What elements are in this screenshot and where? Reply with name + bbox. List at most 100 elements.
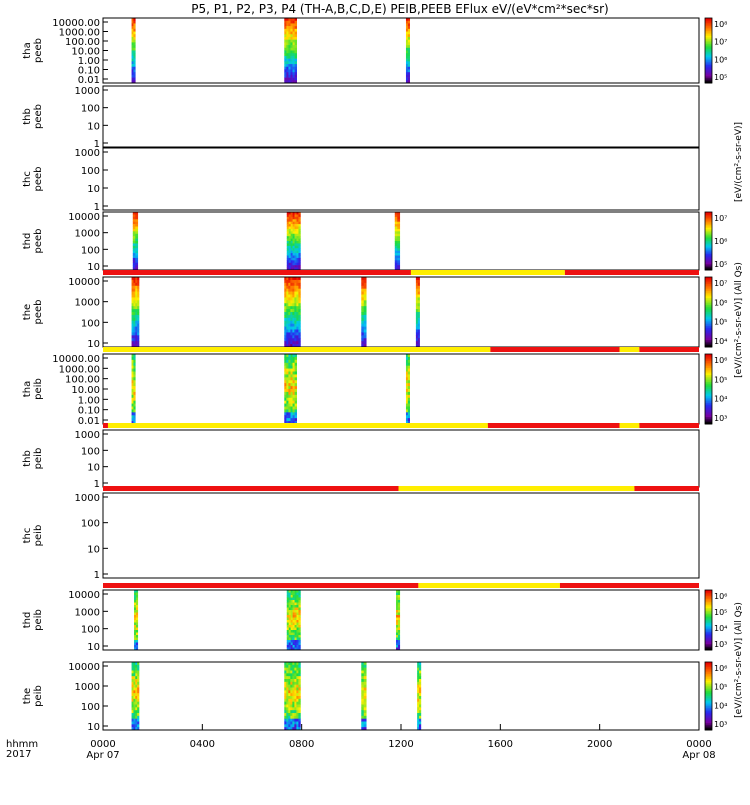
colorbar-step [705, 685, 712, 688]
data-cell [294, 632, 297, 636]
data-cell [133, 409, 136, 413]
data-cell [298, 309, 301, 313]
data-cell [298, 684, 301, 688]
data-cell [363, 326, 367, 330]
data-cell [397, 647, 401, 651]
colorbar-step [705, 404, 712, 407]
data-cell [286, 320, 289, 324]
data-cell [290, 303, 293, 307]
data-cell [288, 724, 291, 728]
data-cell [131, 77, 134, 81]
data-cell [288, 262, 291, 266]
data-cell [286, 400, 289, 404]
data-cell [407, 26, 410, 30]
data-cell [286, 687, 289, 691]
data-cell [284, 724, 287, 728]
data-cell [131, 715, 134, 719]
data-cell [288, 233, 291, 237]
data-cell [286, 303, 289, 307]
data-cell [298, 241, 301, 244]
data-cell [135, 592, 139, 596]
y-tick-label: 100 [81, 625, 100, 636]
data-cell [286, 314, 289, 319]
data-cell [286, 300, 289, 304]
data-cell [292, 630, 295, 633]
x-tick-label-date: Apr 08 [682, 750, 715, 761]
data-cell [135, 724, 138, 728]
data-cell [394, 228, 398, 232]
colorbar-step [705, 233, 712, 236]
data-cell [284, 403, 287, 407]
data-cell [286, 670, 289, 674]
data-cell [294, 718, 297, 722]
data-cell [415, 279, 419, 284]
colorbar-step [705, 65, 712, 68]
data-cell [294, 66, 297, 70]
data-cell [292, 718, 295, 722]
data-cell [417, 300, 420, 304]
data-cell [290, 704, 293, 708]
data-cell [135, 216, 139, 220]
y-tick-label: 1.00 [78, 395, 100, 406]
colorbar-step [705, 620, 712, 622]
data-cell [296, 701, 299, 705]
data-cell [132, 212, 136, 215]
data-cell [292, 34, 295, 38]
colorbar-tick-label: 10⁵ [714, 260, 727, 269]
data-cell [134, 592, 137, 596]
colorbar-step [705, 599, 712, 601]
data-cell [135, 300, 138, 304]
data-cell [290, 721, 293, 725]
data-cell [296, 687, 299, 691]
data-cell [135, 625, 139, 628]
data-cell [292, 727, 295, 731]
data-cell [417, 332, 420, 336]
data-cell [294, 288, 297, 292]
data-cell [137, 320, 140, 324]
data-cell [131, 409, 134, 413]
data-cell [407, 77, 410, 81]
data-cell [419, 704, 422, 708]
data-cell [294, 253, 297, 256]
data-cell [288, 696, 291, 700]
data-cell [284, 409, 287, 413]
data-cell [292, 300, 295, 304]
data-cell [135, 630, 139, 633]
data-cell [407, 45, 410, 49]
data-cell [296, 279, 299, 284]
data-cell [361, 277, 365, 281]
data-cell [405, 66, 409, 70]
data-cell [290, 397, 293, 401]
colorbar-tick-label: 10⁷ [714, 279, 727, 288]
data-cell [417, 282, 420, 287]
colorbar-labels: [eV/(cm²-s-sr-eV)] [eV/(cm²-s-sr-eV)] (A… [734, 122, 744, 718]
data-cell [292, 224, 295, 227]
data-cell [405, 72, 409, 76]
data-cell [133, 53, 136, 57]
data-cell [286, 724, 289, 728]
data-cell [284, 707, 287, 711]
data-cell [405, 61, 409, 65]
data-cell [133, 715, 136, 719]
y-tick-label: 100 [81, 446, 100, 457]
data-block-2 [361, 277, 367, 348]
colorbar-step [705, 239, 712, 242]
data-cell [288, 214, 291, 218]
colorbar-step [705, 600, 712, 603]
data-cell [131, 681, 134, 685]
data-cell [132, 250, 136, 254]
data-cell [296, 267, 299, 271]
data-cell [363, 721, 367, 725]
data-cell [396, 615, 399, 618]
data-cell [296, 212, 299, 215]
data-cell [294, 335, 297, 339]
data-cell [292, 647, 295, 651]
colorbar-step [705, 47, 712, 50]
data-cell [133, 31, 136, 35]
colorbar-tick-label: 10⁴ [714, 624, 727, 633]
colorbar-step [705, 641, 712, 643]
data-cell [284, 300, 287, 304]
data-cell [284, 61, 287, 65]
data-cell [292, 696, 295, 700]
